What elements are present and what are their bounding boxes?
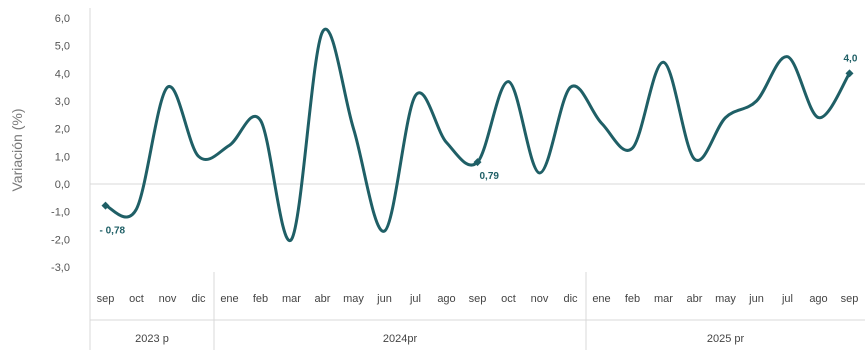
x-tick-label: nov — [159, 293, 177, 305]
x-tick-label: dic — [191, 293, 206, 305]
y-tick-label: -3,0 — [51, 262, 70, 274]
data-label: 4,0 — [844, 53, 858, 64]
y-tick-label: 6,0 — [55, 13, 70, 25]
data-label: 0,79 — [480, 171, 500, 182]
series-line — [104, 27, 851, 242]
y-tick-label: -1,0 — [51, 207, 70, 219]
x-tick-label: feb — [253, 293, 268, 305]
x-tick-label: may — [343, 293, 364, 305]
x-tick-label: ago — [437, 293, 455, 305]
x-tick-label: mar — [654, 293, 673, 305]
y-tick-label: 0,0 — [55, 179, 70, 191]
x-tick-label: sep — [841, 293, 859, 305]
data-point-marker — [845, 69, 854, 78]
x-tick-label: jun — [376, 293, 392, 305]
x-tick-label: oct — [501, 293, 516, 305]
x-tick-label: jun — [748, 293, 764, 305]
x-tick-label: feb — [625, 293, 640, 305]
data-label: - 0,78 — [100, 226, 126, 237]
y-tick-label: 4,0 — [55, 68, 70, 80]
x-tick-label: ene — [220, 293, 238, 305]
x-tick-label: ago — [809, 293, 827, 305]
data-point-marker — [101, 201, 110, 210]
year-group-label: 2024pr — [383, 333, 418, 345]
x-tick-label: oct — [129, 293, 144, 305]
x-tick-label: nov — [531, 293, 549, 305]
y-tick-label: -2,0 — [51, 234, 70, 246]
x-tick-label: abr — [687, 293, 703, 305]
x-tick-label: sep — [469, 293, 487, 305]
year-group-label: 2023 p — [135, 333, 169, 345]
y-axis-label: Variación (%) — [9, 109, 25, 192]
data-point-marker — [473, 158, 482, 167]
x-tick-label: jul — [781, 293, 793, 305]
x-tick-label: may — [715, 293, 736, 305]
x-tick-label: abr — [315, 293, 331, 305]
year-group-label: 2025 pr — [707, 333, 745, 345]
x-tick-label: ene — [592, 293, 610, 305]
x-tick-label: dic — [563, 293, 578, 305]
y-tick-label: 2,0 — [55, 124, 70, 136]
x-tick-label: sep — [97, 293, 115, 305]
y-tick-label: 3,0 — [55, 96, 70, 108]
x-tick-label: jul — [409, 293, 421, 305]
y-tick-label: 1,0 — [55, 151, 70, 163]
y-tick-label: 5,0 — [55, 41, 70, 53]
x-tick-label: mar — [282, 293, 301, 305]
